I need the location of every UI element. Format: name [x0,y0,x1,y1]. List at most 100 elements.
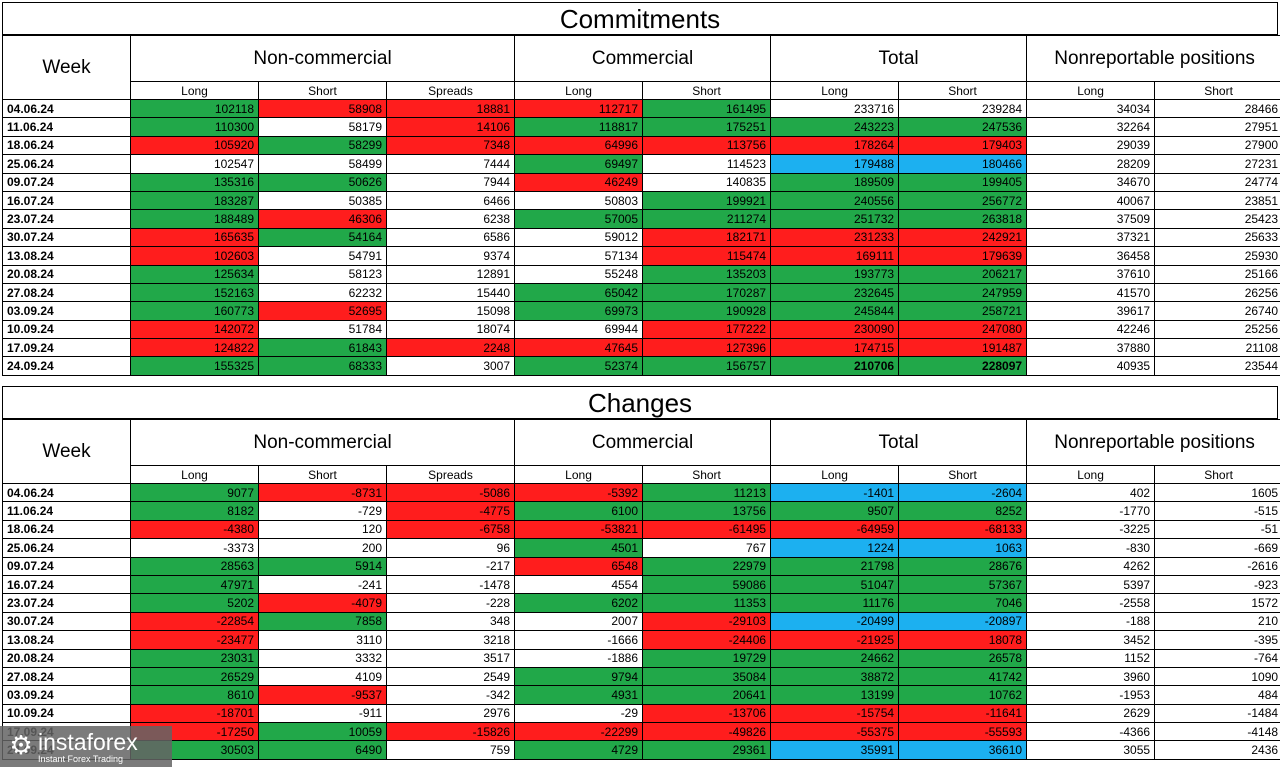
value-cell: 29039 [1026,135,1156,156]
value-cell: -923 [1154,574,1280,595]
value-cell: 59012 [514,227,644,248]
table-row: 20.08.24 125634 58123 12891 55248 135203 19377… [2,264,1280,284]
value-cell: 120 [258,519,387,540]
value-cell: 1572 [1154,593,1280,613]
value-cell: 15098 [385,301,516,321]
value-cell: -29 [514,703,644,724]
table-row: 18.06.24 105920 58299 7348 64996 113756 178264… [2,135,1280,156]
table-row: 24.09.24 155325 68333 3007 52374 156757 210706… [2,356,1280,376]
week-cell: 23.07.24 [2,209,131,229]
value-cell: 240556 [770,190,900,211]
instaforex-logo: ⚙ instaforex Instant Forex Trading [0,726,172,767]
value-cell: 114523 [642,154,772,174]
value-cell: 484 [1154,685,1280,705]
value-cell: 193773 [770,264,900,284]
value-cell: 125634 [130,264,259,284]
value-cell: 142072 [130,319,259,340]
value-cell: -5086 [385,482,516,503]
value-cell: -1484 [1154,703,1280,724]
value-cell: 189509 [770,172,900,192]
value-cell: 239284 [898,98,1028,119]
table-row: 17.09.24-1725010059-15826-22299-49826-55… [2,722,1280,742]
table-row: 30.07.24 165635 54164 6586 59012 182171 231233… [2,227,1280,248]
value-cell: 41742 [898,666,1028,687]
value-cell: 13199 [770,685,900,705]
week-cell: 13.08.24 [2,630,131,650]
value-cell: 28563 [130,556,259,576]
value-cell: 102118 [130,98,259,119]
value-cell: -6758 [385,519,516,540]
value-cell: 161495 [642,98,772,119]
table-row: 10.09.24 142072 51784 18074 69944 177222 23009… [2,319,1280,340]
week-cell: 23.07.24 [2,593,131,613]
value-cell: 759 [385,740,516,760]
value-cell: -1478 [385,574,516,595]
value-cell: -68133 [898,519,1028,540]
value-cell: 65042 [514,282,644,303]
value-cell: 69973 [514,301,644,321]
table-row: 03.09.24 160773 52695 15098 69973 190928 24584… [2,301,1280,321]
table-row: 18.06.24 -4380 120 -6758 -53821 -61495 -64959-… [2,519,1280,540]
value-cell: 5914 [258,556,387,576]
value-cell: -61495 [642,519,772,540]
value-cell: 58123 [258,264,387,284]
value-cell: -395 [1154,630,1280,650]
value-cell: 47645 [514,338,644,358]
value-cell: 37509 [1026,209,1156,229]
value-cell: 61843 [258,338,387,358]
week-cell: 25.06.24 [2,538,131,558]
value-cell: -13706 [642,703,772,724]
value-cell: 58179 [258,117,387,137]
value-cell: 174715 [770,338,900,358]
value-cell: -23477 [130,630,259,650]
week-cell: 09.07.24 [2,556,131,576]
value-cell: 3007 [385,356,516,376]
value-cell: 28466 [1154,98,1280,119]
value-cell: 245844 [770,301,900,321]
value-cell: 64996 [514,135,644,156]
value-cell: 57367 [898,574,1028,595]
value-cell: 57134 [514,246,644,266]
value-cell: 200 [258,538,387,558]
value-cell: 96 [385,538,516,558]
value-cell: 21108 [1154,338,1280,358]
value-cell: 14106 [385,117,516,137]
table-row: 04.06.24 102118 58908 18881 112717 161495 2337… [2,98,1280,119]
column-subheader: Short [1154,81,1280,100]
value-cell: 2248 [385,338,516,358]
group-header: Nonreportable positions [1026,35,1280,82]
value-cell: -24406 [642,630,772,650]
value-cell: -21925 [770,630,900,650]
column-subheader: Short [258,465,387,484]
value-cell: -22854 [130,611,259,632]
value-cell: 4931 [514,685,644,705]
week-cell: 11.06.24 [2,501,131,521]
value-cell: 243223 [770,117,900,137]
value-cell: 179639 [898,246,1028,266]
data-table: Week Non-commercial Commercial Total Nonrepo… [2,419,1280,760]
value-cell: -55593 [898,722,1028,742]
value-cell: 55248 [514,264,644,284]
value-cell: -3373 [130,538,259,558]
table-row: 16.07.24 47971 -241 -1478 4554 59086 51047 5736… [2,574,1280,595]
value-cell: -2616 [1154,556,1280,576]
value-cell: -2604 [898,482,1028,503]
value-cell: 169111 [770,246,900,266]
value-cell: 7444 [385,154,516,174]
subheader-row: Long Short Spreads Long Short Long Short Long Sh… [3,465,1280,484]
value-cell: 110300 [130,117,259,137]
value-cell: 1224 [770,538,900,558]
table-row: 23.07.24 5202 -4079 -228 6202 11353 11176 7046-… [2,593,1280,613]
value-cell: -53821 [514,519,644,540]
value-cell: 183287 [130,190,259,211]
value-cell: 767 [642,538,772,558]
value-cell: -764 [1154,648,1280,668]
value-cell: 118817 [514,117,644,137]
value-cell: 190928 [642,301,772,321]
value-cell: 124822 [130,338,259,358]
value-cell: 23031 [130,648,259,668]
table-row: 13.08.24 -23477 3110 3218 -1666 -24406 -21925 1… [2,630,1280,650]
value-cell: 9374 [385,246,516,266]
value-cell: -4148 [1154,722,1280,742]
value-cell: 115474 [642,246,772,266]
